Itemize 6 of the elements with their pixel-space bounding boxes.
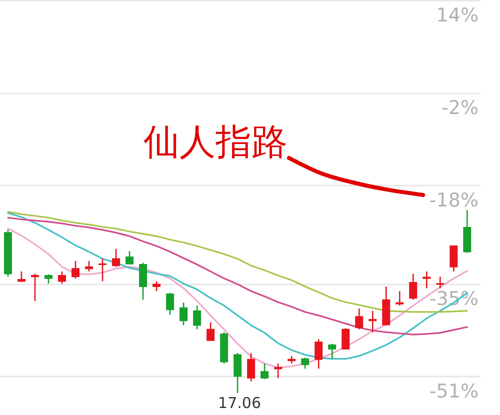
y-tick-label: -18% [429,190,478,212]
annotation: 17.06 [218,394,262,412]
y-tick-label: 14% [436,4,478,26]
annotation: 仙人指路 [144,122,288,163]
y-tick-label: -2% [442,97,478,120]
y-tick-label: -51% [429,380,478,403]
